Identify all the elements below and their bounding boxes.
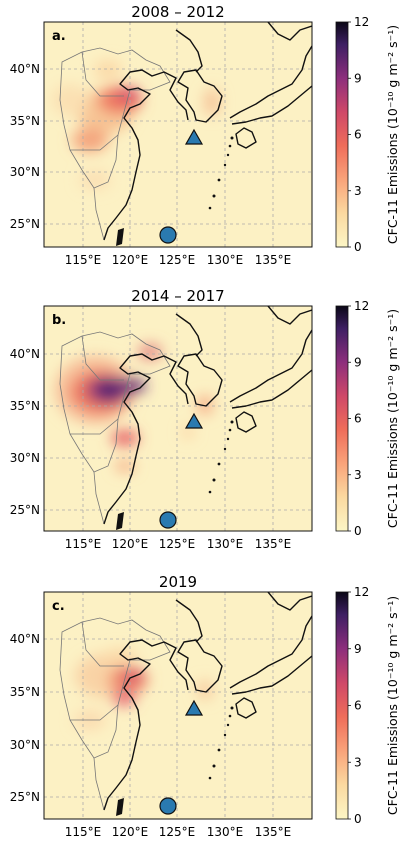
panel-label: a. xyxy=(52,29,66,44)
colorbar xyxy=(335,305,349,532)
colorbar xyxy=(335,21,349,248)
islands xyxy=(116,706,234,816)
lat-gridlines xyxy=(44,353,312,511)
colorbar-tick-label: 9 xyxy=(354,355,362,369)
province-boundaries xyxy=(59,47,171,241)
lat-gridlines xyxy=(44,638,312,798)
lat-tick-label: 40°N xyxy=(10,62,40,76)
lon-tick-label: 125°E xyxy=(159,825,196,839)
lat-tick-label: 30°N xyxy=(10,738,40,752)
colorbar-label: CFC-11 Emissions (10⁻¹⁰ g m⁻² s⁻¹) xyxy=(385,309,400,528)
lon-tick-label: 120°E xyxy=(112,825,149,839)
panel-title: 2014 – 2017 xyxy=(131,287,224,305)
site-circle-marker xyxy=(159,226,177,244)
lon-tick-label: 120°E xyxy=(112,537,149,551)
lat-tick-label: 40°N xyxy=(10,632,40,646)
site-circle-marker xyxy=(159,511,177,529)
lat-tick-label: 25°N xyxy=(10,790,40,804)
site-triangle-marker xyxy=(184,699,204,716)
lat-tick-label: 30°N xyxy=(10,451,40,465)
province-boundaries xyxy=(59,331,171,525)
lat-tick-label: 35°N xyxy=(10,685,40,699)
lon-tick-label: 115°E xyxy=(65,253,102,267)
panel-a: 2008 – 2012 xyxy=(43,3,313,248)
lon-tick-label: 125°E xyxy=(159,253,196,267)
lon-tick-label: 135°E xyxy=(255,253,292,267)
lon-tick-label: 130°E xyxy=(207,253,244,267)
colorbar-tick-label: 12 xyxy=(354,299,369,313)
colorbar-tick-label: 6 xyxy=(354,412,362,426)
site-triangle-marker xyxy=(184,128,204,145)
map-frame xyxy=(43,21,313,248)
map-frame xyxy=(43,591,313,820)
lon-tick-label: 115°E xyxy=(65,825,102,839)
lat-tick-label: 25°N xyxy=(10,503,40,517)
lon-tick-label: 125°E xyxy=(159,537,196,551)
colorbar-tick-label: 6 xyxy=(354,699,362,713)
colorbar-tick-label: 12 xyxy=(354,585,369,599)
emission-field xyxy=(55,344,213,472)
colorbar-tick-label: 3 xyxy=(354,184,362,198)
colorbar-tick-label: 12 xyxy=(354,15,369,29)
panel-c: 2019 xyxy=(43,573,313,820)
lon-tick-label: 130°E xyxy=(207,825,244,839)
colorbar-tick-label: 6 xyxy=(354,128,362,142)
province-boundaries xyxy=(59,617,171,811)
colorbar-tick-label: 3 xyxy=(354,755,362,769)
coastlines xyxy=(103,592,312,811)
colorbar-tick-label: 0 xyxy=(354,524,362,538)
lon-tick-label: 115°E xyxy=(65,537,102,551)
lat-tick-label: 30°N xyxy=(10,165,40,179)
lat-tick-label: 35°N xyxy=(10,114,40,128)
lon-tick-label: 135°E xyxy=(255,825,292,839)
colorbar-tick-label: 3 xyxy=(354,468,362,482)
site-circle-marker xyxy=(159,797,177,815)
colorbar-tick-label: 0 xyxy=(354,812,362,826)
axis-ticks: 115°E 120°E 125°E 130°E 135°E 40°N 35°N 30°N 25°… xyxy=(10,62,292,839)
colorbar-tick-label: 9 xyxy=(354,71,362,85)
colorbar xyxy=(335,591,349,820)
coastlines xyxy=(103,22,312,241)
colorbar-label: CFC-11 Emissions (10⁻¹⁰ g m⁻² s⁻¹) xyxy=(385,596,400,815)
islands xyxy=(116,136,234,246)
lat-tick-label: 25°N xyxy=(10,217,40,231)
panel-title: 2019 xyxy=(159,573,197,591)
panel-label: b. xyxy=(52,313,66,328)
map-background xyxy=(44,592,312,819)
lat-tick-label: 35°N xyxy=(10,399,40,413)
lon-tick-label: 135°E xyxy=(255,537,292,551)
islands xyxy=(116,420,234,530)
coastlines xyxy=(103,306,312,525)
lat-tick-label: 40°N xyxy=(10,347,40,361)
colorbar-tick-label: 0 xyxy=(354,240,362,254)
colorbar-label: CFC-11 Emissions (10⁻¹⁰ g m⁻² s⁻¹) xyxy=(385,25,400,244)
emission-field xyxy=(74,648,213,730)
colorbar-tick-label: 9 xyxy=(354,642,362,656)
colorbars: 12 9 6 3 0 CFC-11 Emissions (10⁻¹⁰ g m⁻² s⁻¹)… xyxy=(335,15,400,826)
panel-title: 2008 – 2012 xyxy=(131,3,224,21)
panel-label: c. xyxy=(52,599,65,614)
panel-b: 2014 – 2017 xyxy=(43,287,313,532)
lon-tick-label: 120°E xyxy=(112,253,149,267)
lon-tick-label: 130°E xyxy=(207,537,244,551)
lat-gridlines xyxy=(44,68,312,225)
site-triangle-marker xyxy=(184,412,204,429)
map-frame xyxy=(43,305,313,532)
